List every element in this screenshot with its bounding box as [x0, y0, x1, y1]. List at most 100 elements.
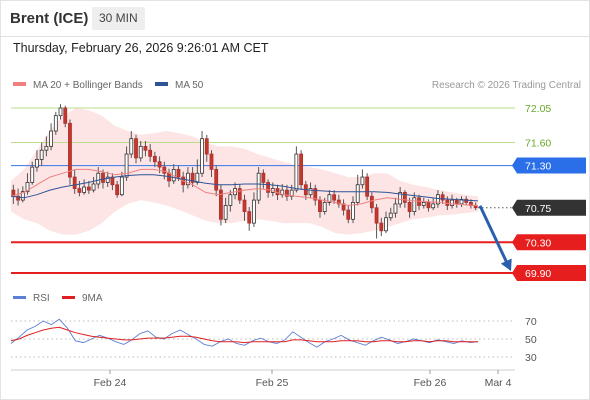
rsi-label: RSI — [33, 293, 50, 304]
x-tick-label-2: Feb 26 — [414, 377, 447, 389]
level-label-0: 72.05 — [525, 103, 551, 115]
candle-body — [336, 199, 341, 205]
ma20-swatch — [13, 82, 26, 87]
level-label-4: 70.30 — [525, 237, 551, 249]
candle-body — [119, 176, 124, 196]
ma20-line — [10, 168, 479, 207]
candle-body — [105, 176, 110, 183]
candle-body — [39, 149, 44, 160]
level-label-2: 71.30 — [525, 161, 551, 173]
timestamp: Thursday, February 26, 2026 9:26:01 AM C… — [13, 41, 269, 55]
candle-body — [63, 107, 68, 124]
rsi-tick-2: 30 — [525, 352, 537, 364]
candle-body — [318, 199, 322, 213]
candle-body — [53, 115, 58, 132]
instrument-title: Brent (ICE) — [10, 10, 89, 27]
candle-body — [204, 138, 209, 155]
candle-body — [20, 191, 25, 201]
level-tag-3 — [512, 199, 586, 216]
candle-body — [402, 192, 407, 203]
candle-body — [86, 186, 91, 191]
x-tick-label-0: Feb 24 — [94, 377, 127, 389]
candle-body — [35, 159, 39, 168]
candle-body — [355, 184, 360, 203]
level-tag-2 — [512, 157, 586, 174]
candle-body — [285, 189, 289, 197]
candle-body — [294, 153, 299, 191]
level-label-1: 71.60 — [525, 138, 551, 150]
candle-body — [365, 176, 370, 197]
candle-body — [214, 168, 219, 191]
candle-body — [219, 189, 223, 220]
candle-body — [242, 199, 247, 213]
legend-ma50: MA 50 — [155, 80, 203, 92]
candle-body — [148, 149, 153, 157]
projection-arrow-head — [500, 258, 512, 271]
candle-body — [266, 182, 270, 193]
rsi-swatch — [13, 295, 26, 299]
ma9-label: 9MA — [82, 293, 103, 304]
legend-9ma: 9MA — [62, 293, 103, 304]
candle-body — [152, 155, 157, 163]
candle-body — [162, 166, 167, 174]
bollinger-band-fill — [11, 108, 478, 235]
candle-body — [351, 201, 355, 220]
candle-body — [313, 188, 318, 201]
candle-body — [332, 194, 337, 201]
x-tick-label-1: Feb 25 — [256, 377, 289, 389]
level-tag-4 — [512, 234, 586, 251]
rsi-tick-0: 70 — [525, 316, 537, 328]
candle-body — [299, 153, 304, 186]
candle-body — [16, 195, 20, 201]
ma50-line — [10, 174, 479, 202]
rsi-tick-1: 50 — [525, 334, 537, 346]
candle-body — [91, 183, 96, 191]
candle-body — [110, 176, 115, 186]
candle-body — [176, 168, 181, 178]
candle-body — [134, 138, 138, 159]
candle-body — [275, 188, 280, 196]
ma50-label: MA 50 — [175, 80, 204, 91]
candle-body — [115, 184, 120, 196]
candles-group — [11, 104, 478, 239]
candle-body — [374, 207, 379, 224]
candle-body — [256, 172, 261, 201]
candle-body — [464, 198, 469, 203]
candle-body — [200, 138, 204, 174]
candle-body — [124, 153, 129, 178]
candle-body — [431, 203, 436, 209]
candle-body — [237, 188, 242, 201]
ma50-swatch — [155, 82, 168, 87]
candle-body — [58, 107, 63, 117]
candle-body — [393, 203, 398, 214]
candle-body — [185, 172, 190, 186]
candle-body — [129, 138, 134, 155]
legend-rsi: RSI — [13, 293, 50, 304]
x-tick-label-3: Mar 4 — [485, 377, 512, 389]
candle-body — [388, 212, 393, 219]
candle-body — [454, 199, 459, 205]
candle-body — [101, 172, 105, 183]
candle-body — [44, 145, 49, 151]
candle-body — [68, 122, 72, 178]
candle-body — [82, 186, 87, 193]
ma9-swatch — [62, 295, 75, 299]
candle-body — [143, 145, 148, 151]
candle-body — [440, 194, 445, 201]
candle-body — [346, 209, 351, 220]
ma20-label: MA 20 + Bollinger Bands — [33, 80, 143, 91]
candle-body — [25, 182, 30, 193]
level-label-3: 70.75 — [525, 203, 551, 215]
level-tag-5 — [512, 265, 586, 281]
candle-body — [247, 211, 252, 224]
candle-body — [30, 166, 35, 183]
candle-body — [384, 217, 388, 232]
candle-body — [379, 222, 384, 232]
candle-body — [72, 176, 77, 189]
candle-body — [77, 188, 82, 193]
timeframe-badge[interactable]: 30 MIN — [92, 7, 145, 30]
candle-body — [195, 172, 200, 183]
candle-body — [322, 201, 327, 213]
candle-body — [289, 189, 294, 197]
candle-body — [228, 194, 233, 206]
